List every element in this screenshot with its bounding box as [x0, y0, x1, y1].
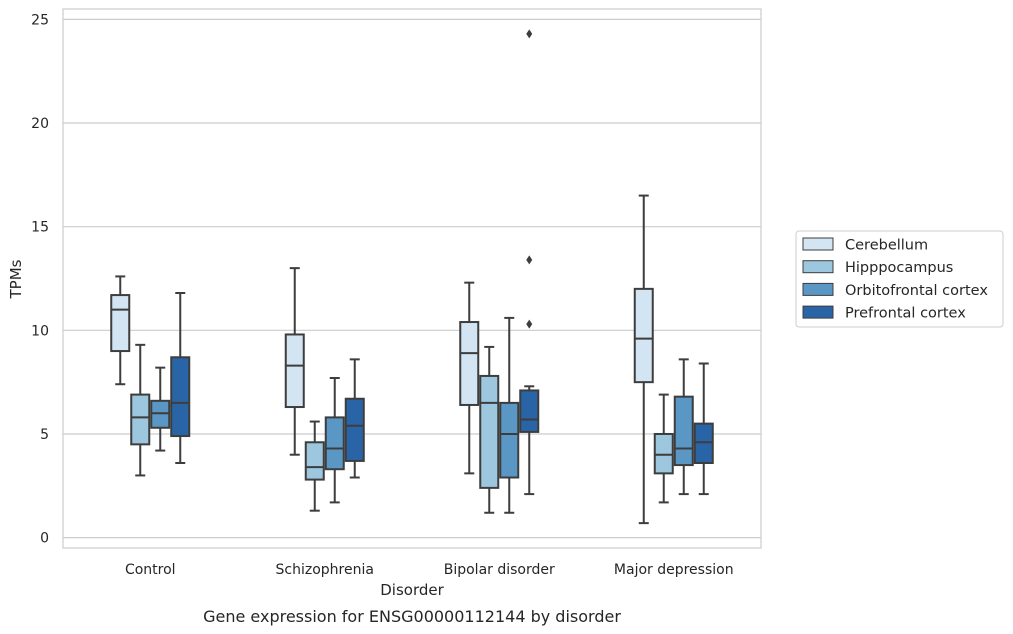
- box-2-3: [519, 29, 540, 496]
- box-0-0: [110, 275, 131, 386]
- box-3-2: [673, 358, 694, 496]
- box-2-1: [479, 345, 500, 514]
- y-tick-label: 15: [31, 220, 49, 236]
- box-3-0: [633, 194, 654, 525]
- box-1-2: [324, 377, 345, 504]
- x-tick-label: Major depression: [614, 562, 734, 578]
- chart-caption: Gene expression for ENSG00000112144 by d…: [203, 607, 621, 626]
- legend-label: Orbitofrontal cortex: [845, 283, 988, 299]
- box-iqr: [673, 395, 694, 467]
- box-iqr: [150, 399, 171, 429]
- box-iqr: [693, 422, 714, 465]
- boxes: [110, 29, 714, 525]
- box-iqr: [344, 397, 365, 462]
- legend-swatch: [802, 305, 834, 319]
- legend-label: Hipppocampus: [845, 260, 953, 276]
- y-tick-label: 25: [31, 12, 49, 28]
- box-iqr: [459, 321, 480, 406]
- x-tick-label: Bipolar disorder: [444, 562, 555, 578]
- y-axis-title: TPMs: [7, 259, 25, 299]
- x-tick-label: Control: [125, 562, 176, 578]
- y-tick-label: 20: [31, 116, 49, 132]
- y-tick-label: 5: [40, 427, 49, 443]
- box-0-3: [170, 292, 191, 465]
- box-iqr: [110, 294, 131, 353]
- box-iqr: [519, 389, 540, 433]
- box-iqr: [633, 287, 654, 384]
- legend-swatch: [802, 282, 834, 296]
- outlier-marker: [526, 29, 533, 39]
- box-iqr: [284, 333, 305, 409]
- box-iqr: [324, 416, 345, 471]
- legend-label: Prefrontal cortex: [845, 306, 966, 322]
- box-2-0: [459, 281, 480, 475]
- x-axis-title: Disorder: [380, 581, 444, 599]
- box-iqr: [653, 432, 674, 475]
- box-iqr: [170, 356, 191, 438]
- x-tick-label: Schizophrenia: [276, 562, 374, 578]
- box-3-1: [653, 393, 674, 504]
- box-1-3: [344, 358, 365, 479]
- legend-swatch: [802, 237, 834, 251]
- box-iqr: [479, 374, 500, 489]
- x-tick-labels: Control Schizophrenia Bipolar disorder Majo…: [125, 562, 734, 578]
- legend: Cerebellum Hipppocampus Orbitofrontal cort…: [795, 230, 1004, 328]
- box-1-1: [304, 420, 325, 512]
- box-iqr: [130, 393, 151, 446]
- y-tick-label: 0: [40, 531, 49, 547]
- box-iqr: [499, 401, 520, 479]
- box-0-2: [150, 366, 171, 452]
- box-0-1: [130, 343, 151, 477]
- outlier-marker: [526, 255, 533, 265]
- box-iqr: [304, 441, 325, 481]
- legend-frame: [795, 230, 1004, 328]
- legend-label: Cerebellum: [845, 238, 928, 254]
- legend-swatch: [802, 260, 834, 274]
- y-tick-label: 10: [31, 323, 49, 339]
- box-1-0: [284, 267, 305, 456]
- box-3-3: [693, 362, 714, 496]
- y-tick-labels: 0 5 10 15 20 25: [31, 12, 49, 546]
- box-2-2: [499, 316, 520, 514]
- outlier-marker: [526, 319, 533, 329]
